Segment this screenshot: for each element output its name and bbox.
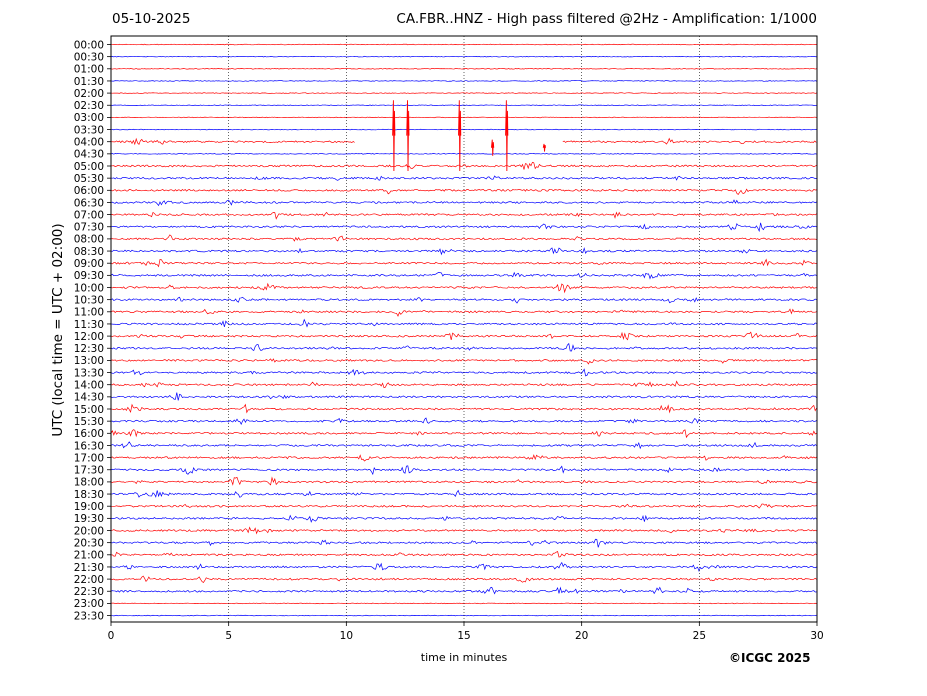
chart-title: CA.FBR..HNZ - High pass filtered @2Hz - … (396, 11, 817, 27)
trace-row (110, 296, 817, 304)
y-tick-label: 13:30 (74, 367, 104, 379)
y-tick-label: 20:00 (74, 525, 104, 537)
y-tick-label: 10:30 (74, 294, 104, 306)
x-tick-label: 15 (457, 630, 470, 642)
trace-row (110, 417, 817, 426)
trace-row (110, 199, 817, 207)
y-axis-ticks: 00:0000:3001:0001:3002:0002:3003:0003:30… (74, 39, 111, 622)
trace-row (110, 247, 817, 256)
trace-row (110, 503, 817, 509)
y-tick-label: 17:30 (74, 465, 104, 477)
trace-row (110, 222, 817, 233)
y-tick-label: 19:30 (74, 513, 104, 525)
trace-row (110, 271, 817, 280)
y-tick-label: 05:30 (74, 173, 104, 185)
trace-row (110, 538, 817, 548)
trace-row (110, 441, 817, 450)
y-axis-label: UTC (local time = UTC + 02:00) (50, 223, 66, 437)
x-tick-label: 5 (225, 630, 232, 642)
event-spike (542, 143, 546, 152)
y-tick-label: 21:30 (74, 562, 104, 574)
y-tick-label: 02:00 (74, 88, 104, 100)
y-tick-label: 17:00 (74, 452, 104, 464)
copyright-text: ©ICGC 2025 (729, 651, 811, 665)
trace-row (110, 318, 817, 328)
event-spike (392, 100, 396, 172)
event-spike (458, 100, 462, 172)
trace-row (110, 137, 817, 146)
y-tick-label: 11:00 (74, 307, 104, 319)
trace-row (110, 465, 817, 476)
trace-row (110, 258, 817, 268)
y-tick-label: 20:30 (74, 537, 104, 549)
event-spike (406, 100, 410, 172)
y-tick-label: 00:30 (74, 51, 104, 63)
y-tick-label: 13:00 (74, 355, 104, 367)
y-tick-label: 23:00 (74, 598, 104, 610)
y-tick-label: 16:00 (74, 428, 104, 440)
y-tick-label: 22:30 (74, 586, 104, 598)
x-tick-label: 20 (575, 630, 588, 642)
y-tick-label: 16:30 (74, 440, 104, 452)
x-axis-label: time in minutes (420, 651, 508, 664)
y-tick-label: 10:00 (74, 282, 104, 294)
traces-layer (110, 43, 817, 617)
x-tick-label: 25 (693, 630, 706, 642)
trace-row (110, 476, 817, 486)
y-tick-label: 15:30 (74, 416, 104, 428)
y-tick-label: 01:30 (74, 76, 104, 88)
y-tick-label: 12:00 (74, 331, 104, 343)
y-tick-label: 23:30 (74, 610, 104, 622)
y-tick-label: 04:30 (74, 149, 104, 161)
x-tick-label: 0 (108, 630, 115, 642)
y-tick-label: 06:30 (74, 197, 104, 209)
x-axis-ticks: 0 5 10 15 20 25 30 (108, 622, 824, 642)
y-tick-label: 11:30 (74, 319, 104, 331)
event-spike (505, 100, 509, 172)
y-tick-label: 04:00 (74, 137, 104, 149)
y-tick-label: 08:30 (74, 246, 104, 258)
y-tick-label: 07:30 (74, 222, 104, 234)
y-tick-label: 09:30 (74, 270, 104, 282)
trace-row (110, 342, 817, 352)
y-tick-label: 14:00 (74, 380, 104, 392)
y-tick-label: 03:00 (74, 112, 104, 124)
y-tick-label: 08:00 (74, 234, 104, 246)
y-tick-label: 15:00 (74, 404, 104, 416)
chart-date: 05-10-2025 (112, 11, 191, 27)
trace-row (110, 43, 817, 46)
y-tick-label: 03:30 (74, 124, 104, 136)
trace-row (110, 211, 817, 220)
trace-row (110, 429, 817, 439)
trace-row (110, 188, 817, 196)
y-tick-label: 02:30 (74, 100, 104, 112)
y-tick-label: 01:00 (74, 64, 104, 76)
trace-row (110, 551, 817, 558)
y-tick-label: 18:00 (74, 477, 104, 489)
grid-layer (228, 36, 700, 622)
trace-row (110, 68, 817, 70)
trace-row (110, 175, 817, 181)
trace-row (110, 282, 817, 294)
x-tick-label: 10 (340, 630, 353, 642)
y-tick-label: 09:00 (74, 258, 104, 270)
trace-row (110, 55, 817, 58)
trace-row (110, 234, 817, 242)
y-tick-label: 19:00 (74, 501, 104, 513)
x-tick-label: 30 (810, 630, 823, 642)
y-tick-label: 06:00 (74, 185, 104, 197)
y-tick-label: 05:00 (74, 161, 104, 173)
trace-row (110, 454, 817, 462)
trace-row (110, 561, 817, 573)
event-spike (490, 139, 495, 156)
y-tick-label: 21:00 (74, 550, 104, 562)
y-tick-label: 07:00 (74, 209, 104, 221)
y-tick-label: 14:30 (74, 392, 104, 404)
y-tick-label: 12:30 (74, 343, 104, 355)
y-tick-label: 00:00 (74, 39, 104, 51)
trace-row (110, 489, 817, 498)
y-tick-label: 18:30 (74, 489, 104, 501)
y-tick-label: 22:00 (74, 574, 104, 586)
